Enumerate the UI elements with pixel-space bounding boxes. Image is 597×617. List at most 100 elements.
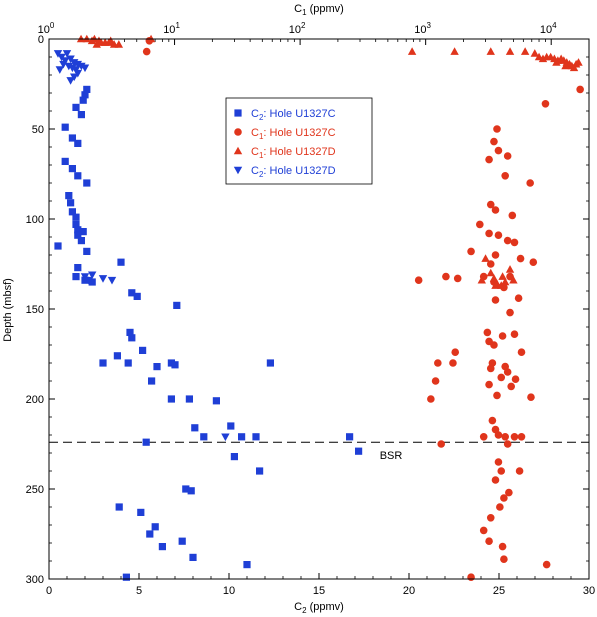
data-point bbox=[510, 238, 519, 247]
data-point bbox=[107, 276, 117, 285]
data-point bbox=[493, 125, 501, 133]
data-point bbox=[491, 296, 500, 304]
data-point bbox=[498, 542, 507, 551]
data-point bbox=[355, 447, 363, 455]
data-point bbox=[346, 433, 354, 441]
data-point bbox=[490, 137, 498, 146]
data-point bbox=[80, 64, 90, 73]
data-point bbox=[508, 211, 517, 220]
data-point bbox=[501, 172, 509, 180]
data-point bbox=[252, 433, 260, 441]
y-tick-label: 200 bbox=[26, 394, 44, 406]
data-point bbox=[500, 555, 508, 563]
data-point bbox=[74, 264, 82, 272]
legend-box bbox=[225, 97, 373, 185]
data-point bbox=[72, 213, 80, 221]
data-point bbox=[481, 254, 490, 262]
plot-frame bbox=[48, 38, 590, 580]
data-point bbox=[266, 359, 274, 367]
data-point bbox=[488, 416, 497, 425]
data-point bbox=[407, 47, 417, 55]
data-point bbox=[516, 254, 525, 263]
data-point bbox=[479, 433, 488, 441]
y-tick-label: 0 bbox=[38, 34, 44, 46]
data-point bbox=[530, 49, 539, 57]
x-bottom-tick-label: 25 bbox=[493, 585, 505, 597]
data-point bbox=[67, 199, 75, 207]
data-point bbox=[187, 487, 195, 495]
x-bottom-tick-label: 15 bbox=[313, 585, 325, 597]
data-point bbox=[191, 424, 199, 432]
x-bottom-tick-label: 0 bbox=[46, 585, 52, 597]
data-point bbox=[126, 328, 134, 336]
data-point bbox=[494, 146, 503, 155]
data-point bbox=[526, 179, 534, 187]
data-point bbox=[72, 273, 80, 281]
data-point bbox=[490, 341, 498, 349]
data-point bbox=[486, 260, 495, 268]
data-point bbox=[66, 77, 75, 85]
data-point bbox=[485, 229, 493, 238]
data-point bbox=[68, 165, 76, 173]
data-point bbox=[576, 85, 584, 94]
data-point bbox=[414, 276, 423, 285]
legend-label: C2: Hole U1327D bbox=[251, 165, 336, 179]
data-point bbox=[151, 523, 159, 531]
legend-label: C1: Hole U1327D bbox=[251, 146, 336, 160]
top-axis-title: C1 (ppmv) bbox=[294, 3, 344, 17]
data-point bbox=[173, 301, 181, 309]
x-top-tick-label: 101 bbox=[163, 21, 180, 36]
data-point bbox=[501, 433, 509, 441]
data-point bbox=[485, 380, 493, 389]
data-point bbox=[541, 100, 550, 108]
series-c1_u1327c bbox=[142, 37, 584, 581]
data-point bbox=[74, 172, 82, 180]
data-point bbox=[497, 373, 506, 382]
data-point bbox=[500, 277, 510, 286]
data-point bbox=[146, 530, 154, 538]
data-point bbox=[506, 272, 514, 281]
y-tick-label: 150 bbox=[26, 304, 44, 316]
data-point bbox=[238, 433, 246, 441]
data-point bbox=[477, 275, 486, 284]
data-point bbox=[74, 231, 82, 239]
data-point bbox=[122, 573, 130, 581]
data-point bbox=[88, 278, 96, 286]
data-point bbox=[542, 560, 551, 569]
data-point bbox=[494, 431, 503, 439]
x-bottom-tick-label: 20 bbox=[403, 585, 415, 597]
x-bottom-tick-label: 30 bbox=[583, 585, 595, 597]
data-point bbox=[483, 328, 492, 337]
data-point bbox=[517, 433, 526, 441]
y-tick-label: 50 bbox=[32, 124, 44, 136]
data-point bbox=[449, 359, 457, 367]
data-point bbox=[437, 440, 446, 448]
data-point bbox=[137, 508, 145, 516]
data-point bbox=[200, 433, 208, 441]
y-axis-title: Depth (mbsf) bbox=[2, 278, 14, 342]
data-point bbox=[77, 111, 85, 119]
data-point bbox=[74, 139, 82, 147]
data-point bbox=[529, 258, 538, 267]
data-point bbox=[124, 359, 132, 367]
data-point bbox=[515, 467, 524, 475]
series-c2_u1327d bbox=[53, 50, 230, 442]
data-point bbox=[507, 382, 515, 391]
data-point bbox=[92, 40, 101, 48]
data-point bbox=[142, 438, 150, 446]
legend-marker bbox=[234, 109, 242, 117]
data-point bbox=[510, 330, 519, 339]
data-point bbox=[153, 363, 161, 371]
data-point bbox=[517, 348, 526, 357]
data-point bbox=[494, 231, 503, 239]
data-point bbox=[88, 271, 97, 280]
data-point bbox=[148, 377, 156, 385]
points-layer bbox=[53, 34, 584, 581]
data-point bbox=[486, 200, 495, 209]
data-point bbox=[527, 393, 535, 402]
data-point bbox=[476, 220, 484, 229]
data-point bbox=[230, 453, 238, 461]
data-point bbox=[496, 503, 504, 511]
data-point bbox=[479, 526, 488, 535]
